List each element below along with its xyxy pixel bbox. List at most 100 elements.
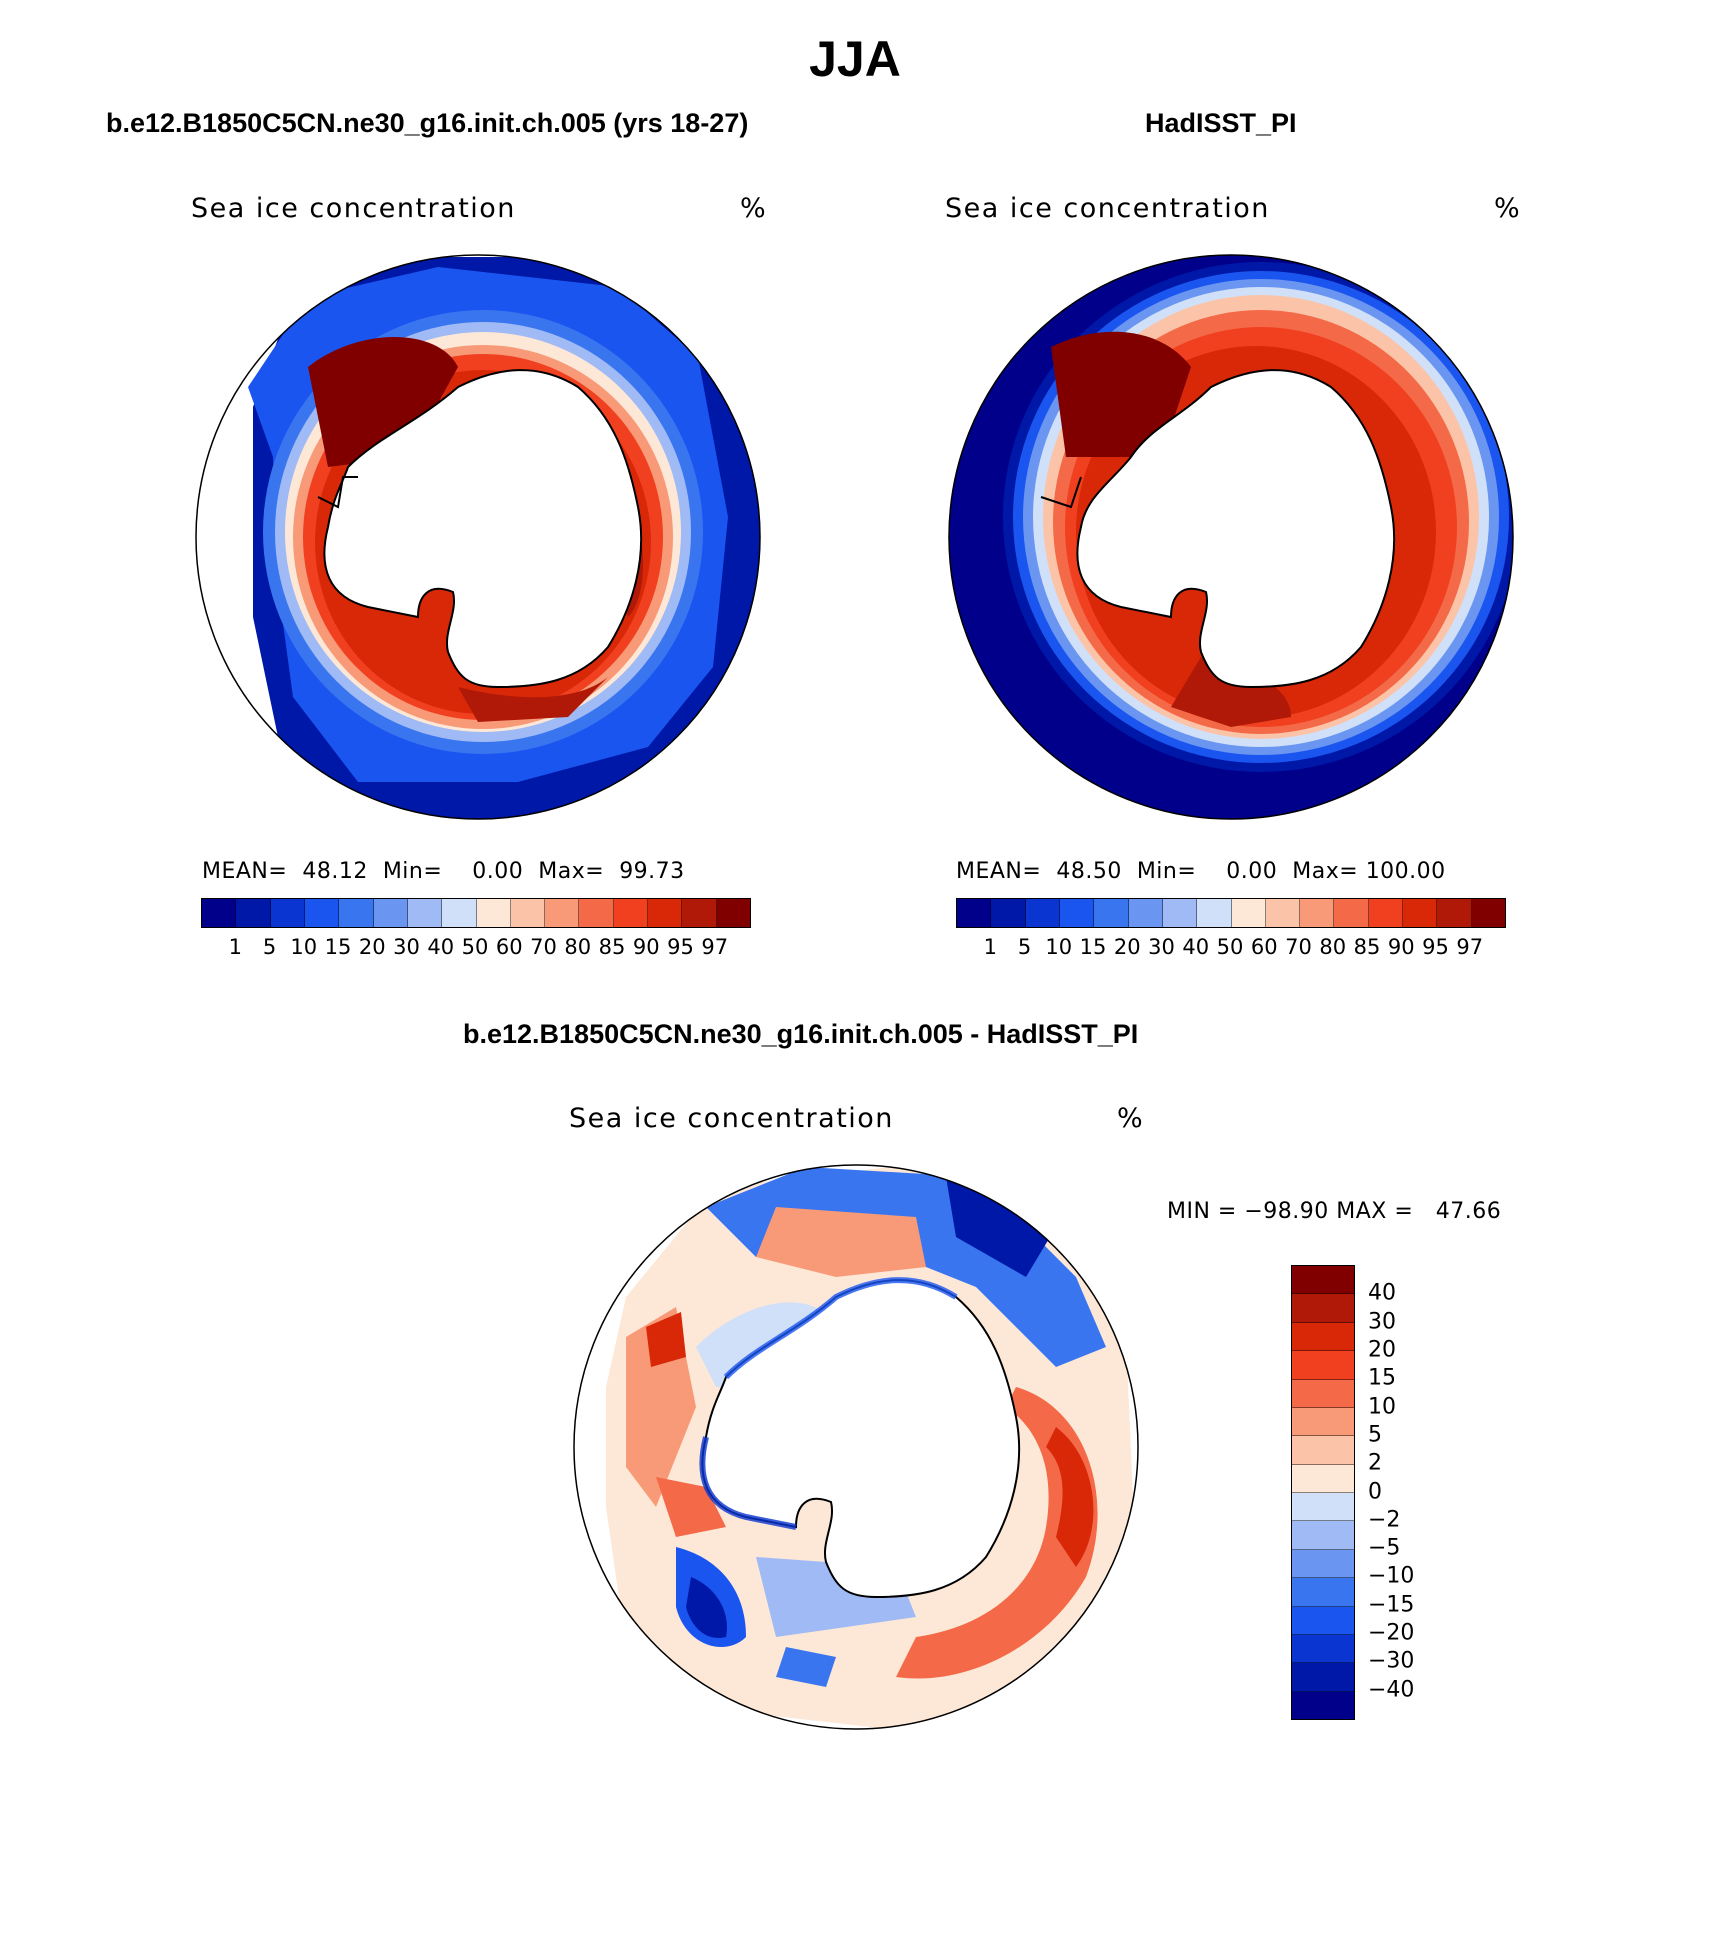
panel-1-stats: MEAN= 48.12 Min= 0.00 Max= 99.73 (202, 859, 685, 884)
colorbar-swatch (545, 899, 580, 927)
colorbar-tick-label: −15 (1368, 1592, 1415, 1618)
colorbar-swatch (1292, 1436, 1354, 1465)
colorbar-swatch (957, 899, 992, 927)
panel-3-variable-label: Sea ice concentration (569, 1103, 894, 1134)
panel-1-title: b.e12.B1850C5CN.ne30_g16.init.ch.005 (yr… (106, 108, 749, 138)
panel-2-mean-label: MEAN= (956, 859, 1042, 884)
colorbar-tick-label: 0 (1368, 1479, 1382, 1504)
colorbar-tick-label: 95 (667, 935, 694, 959)
colorbar-tick-label: 10 (290, 935, 318, 959)
colorbar-tick-label: 30 (1368, 1309, 1396, 1335)
colorbar-swatch (1334, 899, 1369, 927)
colorbar-swatch (1292, 1322, 1354, 1352)
colorbar-tick-label: 40 (1182, 935, 1210, 959)
panel-2-title: HadISST_PI (1145, 108, 1297, 138)
panel-3-colorbar (1291, 1265, 1355, 1720)
colorbar-tick-label: 2 (1368, 1450, 1382, 1476)
colorbar-tick-label: 1 (228, 935, 242, 959)
colorbar-swatch (1292, 1493, 1354, 1522)
colorbar-tick-label: 1 (983, 935, 997, 959)
panel-1-colorbar (201, 898, 751, 928)
colorbar-swatch (202, 899, 237, 927)
colorbar-tick-label: 60 (1250, 935, 1278, 959)
colorbar-swatch (1292, 1266, 1354, 1295)
colorbar-swatch (1292, 1549, 1354, 1579)
panel-1-min-value: 0.00 (472, 859, 524, 884)
colorbar-tick-label: 15 (324, 935, 352, 959)
panel-3-title: b.e12.B1850C5CN.ne30_g16.init.ch.005 - H… (463, 1019, 1139, 1049)
colorbar-swatch (476, 899, 511, 927)
colorbar-swatch (1368, 899, 1404, 927)
colorbar-tick-label: 85 (1353, 935, 1381, 959)
panel-1-max-value: 99.73 (619, 859, 685, 884)
colorbar-tick-label: 10 (1045, 935, 1073, 959)
colorbar-tick-label: 90 (632, 935, 660, 959)
panel-3-min-max-text: MIN = −98.90 MAX = 47.66 (1167, 1199, 1502, 1224)
colorbar-swatch (991, 899, 1026, 927)
colorbar-swatch (1231, 899, 1266, 927)
colorbar-tick-label: 60 (495, 935, 523, 959)
colorbar-swatch (1292, 1691, 1354, 1719)
colorbar-swatch (1292, 1351, 1354, 1380)
colorbar-tick-label: −30 (1368, 1648, 1415, 1674)
colorbar-swatch (1292, 1294, 1354, 1323)
colorbar-tick-label: 95 (1422, 935, 1449, 959)
panel-2-max-value: 100.00 (1365, 859, 1446, 884)
colorbar-tick-label: 20 (1368, 1337, 1396, 1363)
colorbar-tick-label: 20 (358, 935, 386, 959)
colorbar-tick-label: −2 (1368, 1507, 1401, 1533)
colorbar-tick-label: 70 (1285, 935, 1312, 959)
colorbar-swatch (1471, 899, 1505, 927)
colorbar-tick-label: −5 (1368, 1535, 1401, 1561)
colorbar-tick-label: 80 (564, 935, 592, 959)
panel-1-mean-value: 48.12 (302, 859, 368, 884)
colorbar-swatch (579, 899, 614, 927)
colorbar-tick-label: −10 (1368, 1563, 1415, 1589)
colorbar-tick-label: 40 (427, 935, 455, 959)
colorbar-swatch (373, 899, 408, 927)
colorbar-swatch (510, 899, 546, 927)
colorbar-swatch (1403, 899, 1438, 927)
colorbar-swatch (1292, 1464, 1354, 1493)
colorbar-swatch (270, 899, 305, 927)
colorbar-swatch (1300, 899, 1335, 927)
panel-2-min-value: 0.00 (1226, 859, 1278, 884)
colorbar-swatch (1265, 899, 1301, 927)
colorbar-tick-label: 5 (1017, 935, 1032, 959)
colorbar-swatch (1292, 1521, 1354, 1550)
colorbar-swatch (1059, 899, 1095, 927)
colorbar-tick-label: 20 (1113, 935, 1141, 959)
colorbar-swatch (1292, 1578, 1354, 1607)
panel-1-min-label: Min= (382, 859, 443, 884)
colorbar-swatch (1292, 1606, 1354, 1635)
colorbar-swatch (1437, 899, 1472, 927)
colorbar-swatch (304, 899, 340, 927)
colorbar-swatch (339, 899, 374, 927)
colorbar-tick-label: 90 (1387, 935, 1415, 959)
colorbar-swatch (613, 899, 649, 927)
panel-2-mean-value: 48.50 (1056, 859, 1122, 884)
panel-1-polar-map (195, 254, 761, 820)
panel-3-colorbar-ticks: 40 30 20 15 10 5 2 0 −2 −5 −10 −15 −20 −30 −40 (1368, 1265, 1448, 1718)
colorbar-swatch (682, 899, 717, 927)
colorbar-swatch (1292, 1407, 1354, 1437)
colorbar-tick-label: 50 (1216, 935, 1244, 959)
colorbar-swatch (236, 899, 271, 927)
colorbar-tick-label: −20 (1368, 1620, 1415, 1646)
colorbar-tick-label: 5 (1368, 1422, 1382, 1448)
colorbar-tick-label: 30 (1148, 935, 1175, 959)
colorbar-tick-label: 15 (1368, 1365, 1396, 1391)
colorbar-tick-label: 10 (1368, 1394, 1396, 1420)
panel-2-min-label: Min= (1136, 859, 1197, 884)
main-title: JJA (809, 31, 901, 87)
colorbar-tick-label: 70 (530, 935, 557, 959)
colorbar-swatch (648, 899, 683, 927)
colorbar-tick-label: 30 (393, 935, 420, 959)
colorbar-tick-label: 80 (1319, 935, 1347, 959)
colorbar-swatch (1094, 899, 1129, 927)
panel-1-units-label: % (740, 193, 768, 224)
panel-1-colorbar-ticks: 1 5 10 15 20 30 40 50 60 70 80 85 90 95 97 (201, 935, 749, 961)
colorbar-tick-label: 15 (1079, 935, 1107, 959)
panel-1-variable-label: Sea ice concentration (191, 193, 516, 224)
panel-3-units-label: % (1117, 1103, 1145, 1134)
